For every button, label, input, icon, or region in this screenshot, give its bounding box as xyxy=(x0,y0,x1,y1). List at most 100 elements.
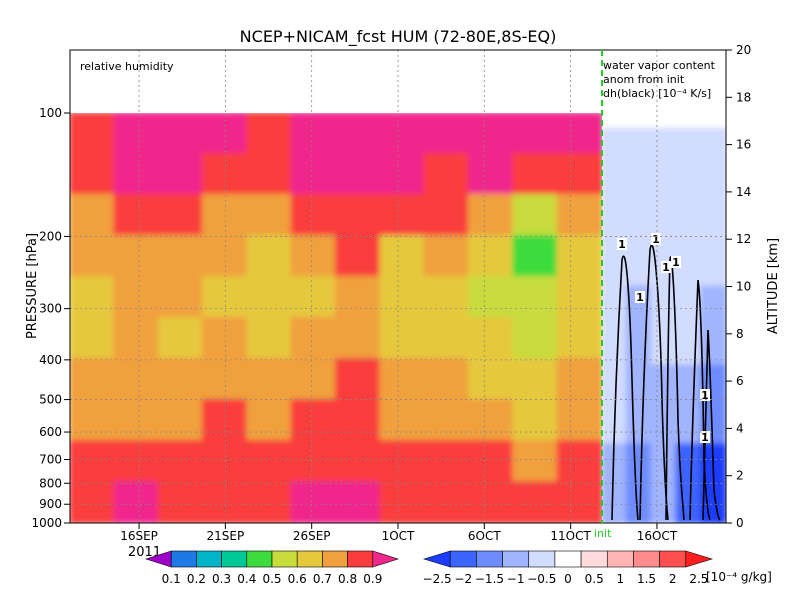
humidity-cell xyxy=(70,235,116,278)
humidity-cell xyxy=(468,317,515,360)
panel-note-line2: anom from init xyxy=(603,73,685,86)
contour-label-box xyxy=(700,431,710,443)
humidity-cell xyxy=(157,194,204,237)
humidity-cell xyxy=(246,399,293,442)
colorbar-swatch xyxy=(449,550,477,568)
humidity-cell xyxy=(246,194,293,237)
colorbar-tick-label: 1 xyxy=(617,572,625,586)
humidity-cell xyxy=(290,399,337,442)
y2-tick-label: 4 xyxy=(736,421,744,435)
anomaly-cell xyxy=(602,50,628,130)
humidity-cell xyxy=(246,317,293,360)
y-tick-label: 200 xyxy=(39,229,62,243)
anomaly-colorbar: −2.5 −2 −1.5 −1 −0.5 0 0.5 1 1.5 2 2.5 xyxy=(423,550,714,586)
humidity-cell xyxy=(70,276,116,319)
field-label: relative humidity xyxy=(80,60,174,73)
colorbar-tick-label: −1.5 xyxy=(475,572,504,586)
humidity-cell xyxy=(335,235,382,278)
anomaly-cell xyxy=(602,285,628,367)
y-tick-label: 700 xyxy=(39,452,62,466)
humidity-cell xyxy=(379,235,426,278)
humidity-cell xyxy=(512,235,559,278)
humidity-cell xyxy=(246,235,293,278)
y2-tick-label: 16 xyxy=(736,138,751,152)
anomaly-field xyxy=(602,50,726,523)
humidity-cell xyxy=(113,440,160,483)
anomaly-cell xyxy=(625,50,653,130)
humidity-cell xyxy=(335,440,382,483)
anomaly-cell xyxy=(700,285,726,367)
colorbar-end xyxy=(685,550,714,568)
contour-label-box xyxy=(617,238,627,250)
colorbar-tick-label: 0.3 xyxy=(212,572,231,586)
anomaly-cell xyxy=(625,364,653,446)
contour-label-box xyxy=(671,256,681,268)
anomaly-cell xyxy=(650,127,678,209)
colorbar-swatch xyxy=(502,550,530,568)
humidity-cell xyxy=(379,440,426,483)
colorbar-tick-label: 2.5 xyxy=(689,572,708,586)
humidity-cell xyxy=(202,358,249,401)
colorbar-tick-label: 0 xyxy=(564,572,572,586)
humidity-cell xyxy=(423,113,470,155)
humidity-cell xyxy=(157,276,204,319)
colorbar-tick-label: 2 xyxy=(669,572,677,586)
humidity-cell xyxy=(70,440,116,483)
humidity-cell xyxy=(202,481,249,523)
humidity-cell xyxy=(70,153,116,196)
anomaly-cell xyxy=(650,364,678,446)
humidity-cell xyxy=(290,153,337,196)
colorbar-tick-label: 0.5 xyxy=(262,572,281,586)
y2-tick-label: 8 xyxy=(736,327,744,341)
humidity-cell xyxy=(113,358,160,401)
humidity-cell xyxy=(556,317,602,360)
humidity-cell xyxy=(290,194,337,237)
y-tick-label: 400 xyxy=(39,353,62,367)
colorbar-swatch xyxy=(633,550,660,568)
contour-line xyxy=(639,244,669,521)
colorbar-swatch xyxy=(221,550,248,568)
humidity-cell xyxy=(468,194,515,237)
humidity-cell xyxy=(70,317,116,360)
y2-axis-label: ALTITUDE [km] xyxy=(766,238,781,334)
y-tick-label: 600 xyxy=(39,425,62,439)
humidity-cell xyxy=(335,194,382,237)
contour-label: 1 xyxy=(662,261,670,274)
humidity-cell xyxy=(423,153,470,196)
humidity-cell xyxy=(157,399,204,442)
humidity-cell xyxy=(70,358,116,401)
humidity-cell xyxy=(468,153,515,196)
contour-label: 1 xyxy=(672,256,680,269)
humidity-cell xyxy=(290,358,337,401)
y2-tick-label: 12 xyxy=(736,232,751,246)
contour-label: 1 xyxy=(652,233,660,246)
humidity-cell xyxy=(468,235,515,278)
humidity-cell xyxy=(335,317,382,360)
colorbar-tick-label: 0.6 xyxy=(288,572,307,586)
humidity-cell xyxy=(556,235,602,278)
contour-line xyxy=(689,279,711,521)
humidity-colorbar: 0.1 0.2 0.3 0.4 0.5 0.6 0.7 0.8 0.9 xyxy=(145,550,399,586)
humidity-cell xyxy=(157,440,204,483)
humidity-cell xyxy=(423,440,470,483)
humidity-cell xyxy=(113,317,160,360)
humidity-cell xyxy=(335,481,382,523)
y-tick-label: 300 xyxy=(39,302,62,316)
humidity-cell xyxy=(290,440,337,483)
humidity-cell xyxy=(157,358,204,401)
y2-tick-label: 0 xyxy=(736,516,744,530)
x-tick-label: 11OCT xyxy=(550,529,591,543)
colorbar-tick-label: 0.1 xyxy=(162,572,181,586)
colorbar-swatch xyxy=(476,550,503,568)
humidity-cell xyxy=(335,399,382,442)
colorbar-swatch xyxy=(196,550,222,568)
anomaly-cell xyxy=(675,127,703,209)
humidity-blur-group xyxy=(70,113,602,523)
anomaly-cell xyxy=(675,285,703,367)
humidity-cell xyxy=(556,194,602,237)
humidity-cell xyxy=(379,194,426,237)
humidity-cell xyxy=(70,399,116,442)
humidity-cell xyxy=(512,481,559,523)
y2-tick-label: 14 xyxy=(736,185,751,199)
